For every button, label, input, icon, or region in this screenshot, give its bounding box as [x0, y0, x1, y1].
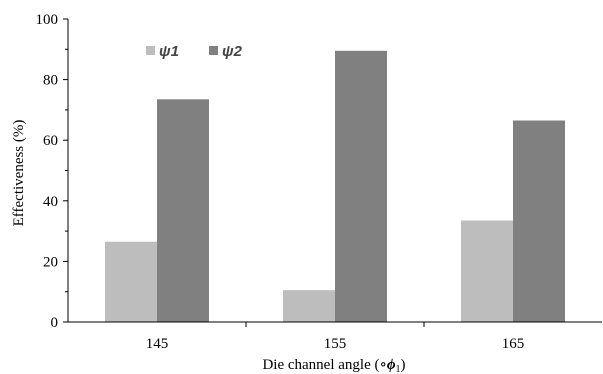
bar-1-145: [105, 241, 157, 322]
legend-swatch-2: [209, 46, 218, 55]
x-axis-title-main: Die channel angle (: [262, 357, 379, 373]
legend: ψ1 ψ2: [146, 43, 243, 60]
x-axis-title-degree: ∘: [379, 357, 386, 373]
bars: [105, 50, 565, 322]
bar-2-165: [513, 120, 565, 322]
bar-2-155: [335, 50, 387, 322]
x-tick-label: 165: [502, 336, 525, 352]
y-tick-label: 60: [43, 133, 58, 149]
y-tick-label: 80: [43, 73, 58, 89]
axes: 0 20 40 60 80 100 145 155 165: [36, 12, 602, 352]
x-tick-label: 155: [324, 336, 347, 352]
legend-label-1: ψ1: [159, 43, 179, 60]
y-tick-label: 20: [43, 254, 58, 270]
x-tick-label: 145: [146, 336, 169, 352]
bar-1-155: [283, 290, 335, 322]
legend-swatch-1: [146, 46, 155, 55]
x-axis-title-symbol: ϕ: [387, 357, 396, 373]
bar-1-165: [461, 220, 513, 322]
x-axis-title-close: ): [401, 357, 406, 373]
y-tick-label: 40: [43, 194, 58, 210]
y-tick-label: 0: [51, 315, 59, 331]
bar-2-145: [157, 99, 209, 322]
legend-label-2: ψ2: [222, 43, 243, 60]
y-tick-label: 100: [36, 12, 59, 28]
x-axis-title: Die channel angle (∘ϕ1): [262, 357, 405, 374]
x-axis-title-subscript: 1: [396, 364, 401, 374]
y-axis-title: Effectiveness (%): [11, 120, 27, 227]
